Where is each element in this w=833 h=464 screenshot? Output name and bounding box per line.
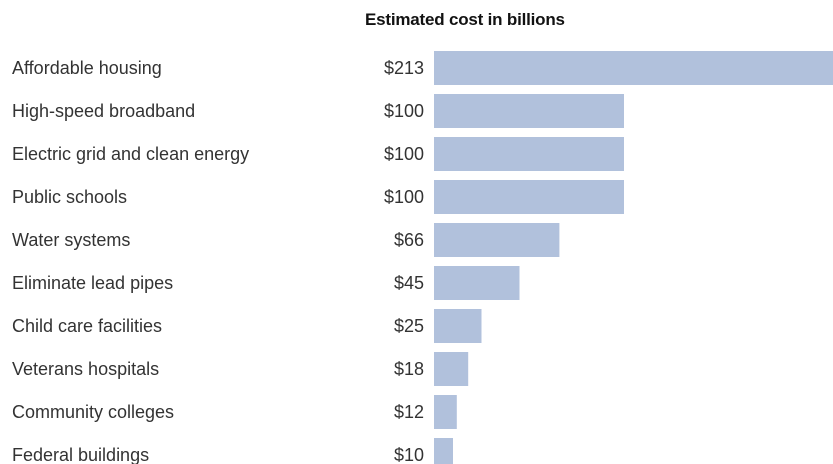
category-label: Veterans hospitals <box>12 359 159 379</box>
value-label: $12 <box>394 402 424 422</box>
bar <box>434 51 833 85</box>
bar <box>434 309 482 343</box>
value-label: $100 <box>384 101 424 121</box>
category-label: Eliminate lead pipes <box>12 273 173 293</box>
bar <box>434 180 624 214</box>
bar-row: Electric grid and clean energy $100 <box>12 137 624 171</box>
bar-row: Public schools $100 <box>12 180 624 214</box>
bar-row: Water systems $66 <box>12 223 560 257</box>
category-label: Public schools <box>12 187 127 207</box>
bar-row: Community colleges $12 <box>12 395 457 429</box>
category-label: Child care facilities <box>12 316 162 336</box>
value-label: $10 <box>394 445 424 464</box>
bar-row: Affordable housing $213 <box>12 51 833 85</box>
category-label: Electric grid and clean energy <box>12 144 249 164</box>
bar-row: High-speed broadband $100 <box>12 94 624 128</box>
value-label: $45 <box>394 273 424 293</box>
bar-row: Federal buildings $10 <box>12 438 453 464</box>
category-label: Affordable housing <box>12 58 162 78</box>
bar-row: Child care facilities $25 <box>12 309 482 343</box>
bar <box>434 352 469 386</box>
bar-row: Eliminate lead pipes $45 <box>12 266 520 300</box>
chart-title: Estimated cost in billions <box>365 10 565 29</box>
category-label: High-speed broadband <box>12 101 195 121</box>
bar <box>434 137 624 171</box>
category-label: Federal buildings <box>12 445 149 464</box>
value-label: $25 <box>394 316 424 336</box>
bar <box>434 223 560 257</box>
bar <box>434 438 453 464</box>
value-label: $66 <box>394 230 424 250</box>
value-label: $213 <box>384 58 424 78</box>
category-label: Water systems <box>12 230 130 250</box>
bar-row: Veterans hospitals $18 <box>12 352 469 386</box>
value-label: $100 <box>384 187 424 207</box>
value-label: $100 <box>384 144 424 164</box>
category-label: Community colleges <box>12 402 174 422</box>
bar <box>434 395 457 429</box>
value-label: $18 <box>394 359 424 379</box>
bar <box>434 266 520 300</box>
bar <box>434 94 624 128</box>
